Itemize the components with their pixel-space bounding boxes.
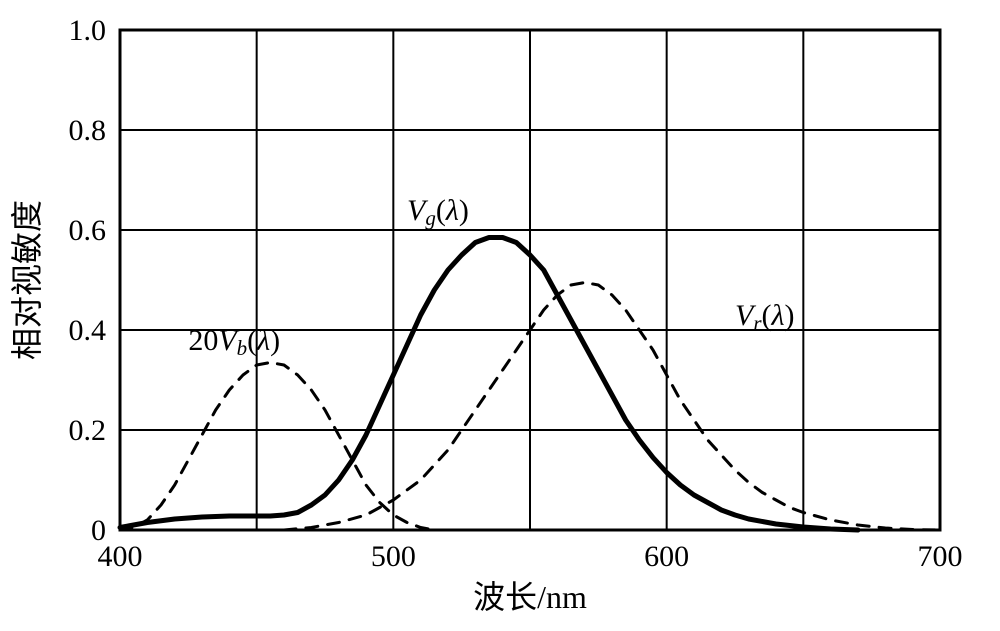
curve-label-blue: 20Vb(λ): [188, 324, 280, 360]
x-tick-label: 600: [644, 540, 689, 573]
y-axis-title: 相对视敏度: [9, 200, 45, 360]
y-tick-label: 1.0: [69, 14, 107, 47]
x-axis-title: 波长/nm: [473, 579, 587, 615]
x-tick-label: 700: [918, 540, 963, 573]
y-tick-label: 0.6: [69, 214, 107, 247]
y-tick-label: 0: [91, 514, 106, 547]
y-tick-label: 0.4: [69, 314, 107, 347]
chart-container: 40050060070000.20.40.60.81.0波长/nm相对视敏度20…: [0, 0, 1000, 631]
curve-label-red: Vr(λ): [735, 299, 795, 335]
y-tick-label: 0.8: [69, 114, 107, 147]
curve-label-green: Vg(λ): [407, 194, 469, 230]
y-tick-label: 0.2: [69, 414, 107, 447]
x-tick-label: 500: [371, 540, 416, 573]
spectral-sensitivity-chart: 40050060070000.20.40.60.81.0波长/nm相对视敏度20…: [0, 0, 1000, 631]
